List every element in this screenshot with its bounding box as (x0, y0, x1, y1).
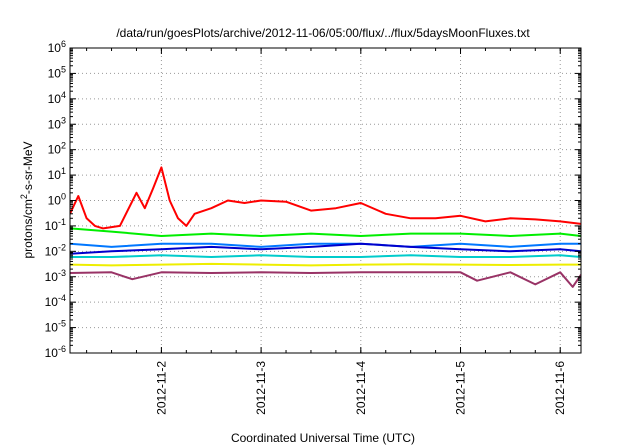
y-tick-label-exp: -2 (58, 242, 66, 252)
y-tick-label-exp: 5 (61, 64, 66, 74)
y-tick-label: 103 (48, 115, 66, 131)
series-line-7 (70, 271, 581, 288)
y-tick-label-base: 10 (48, 41, 62, 55)
x-tick-label: 2012-11-2 (154, 361, 168, 415)
y-tick-label-exp: 4 (61, 90, 66, 100)
y-axis-label-sup: 2 (19, 194, 29, 199)
x-tick-label: 2012-11-5 (454, 361, 468, 415)
y-tick-label: 10-2 (45, 242, 66, 258)
y-tick-label: 10-4 (45, 293, 66, 309)
chart-title: /data/run/goesPlots/archive/2012-11-06/0… (116, 26, 530, 40)
y-tick-label-exp: 6 (61, 39, 66, 49)
y-tick-label-base: 10 (48, 168, 62, 182)
y-tick-label-base: 10 (45, 346, 59, 360)
y-tick-label-base: 10 (48, 143, 62, 157)
series-line-4 (70, 242, 581, 255)
y-tick-label-exp: 1 (61, 166, 66, 176)
y-tick-label-exp: -3 (58, 268, 66, 278)
y-tick-label-exp: 3 (61, 115, 66, 125)
y-tick-label: 10-6 (45, 344, 66, 360)
x-axis: 2012-11-2 2012-11-3 2012-11-4 2012-11-5 2012… (86, 48, 567, 415)
y-tick-label: 104 (48, 90, 66, 106)
y-tick-label-exp: -6 (58, 344, 66, 354)
series-line-6 (70, 262, 581, 267)
series-line-3 (70, 242, 581, 248)
y-tick-label: 10-3 (45, 268, 66, 284)
x-tick-label: 2012-11-4 (354, 361, 368, 415)
y-axis-label: protons/cm2-s-sr-MeV (19, 141, 35, 258)
y-tick-label-exp: 2 (61, 141, 66, 151)
x-tick-label: 2012-11-6 (553, 361, 567, 415)
series-line-5 (70, 254, 581, 258)
series-lines (70, 166, 581, 288)
y-axis-label-base: protons/cm (21, 199, 35, 258)
y-tick-label-base: 10 (45, 270, 59, 284)
y-tick-label: 100 (48, 192, 66, 208)
y-tick-label-base: 10 (48, 194, 62, 208)
y-tick-label-exp: 0 (61, 192, 66, 202)
y-tick-label-base: 10 (45, 244, 59, 258)
y-tick-label: 10-1 (45, 217, 66, 233)
x-axis-label: Coordinated Universal Time (UTC) (231, 431, 415, 445)
y-tick-label-base: 10 (48, 92, 62, 106)
y-tick-label: 101 (48, 166, 66, 182)
y-tick-label: 105 (48, 64, 66, 80)
y-tick-label: 10-5 (45, 319, 66, 335)
y-tick-label-base: 10 (48, 66, 62, 80)
y-tick-label-exp: -5 (58, 319, 66, 329)
y-tick-label-exp: -1 (58, 217, 66, 227)
y-tick-label-base: 10 (45, 295, 59, 309)
y-axis: 10-610-510-410-310-210-11001011021031041… (45, 39, 581, 360)
x-tick-label: 2012-11-3 (254, 361, 268, 415)
y-tick-label: 102 (48, 141, 66, 157)
series-line-2 (70, 227, 581, 237)
grid (70, 48, 581, 353)
y-tick-label-base: 10 (45, 321, 59, 335)
y-axis-label-rest: -s-sr-MeV (21, 141, 35, 194)
series-line-1 (70, 166, 581, 230)
y-tick-label-exp: -4 (58, 293, 66, 303)
y-tick-label: 106 (48, 39, 66, 55)
y-tick-label-base: 10 (48, 117, 62, 131)
y-tick-label-base: 10 (45, 219, 59, 233)
